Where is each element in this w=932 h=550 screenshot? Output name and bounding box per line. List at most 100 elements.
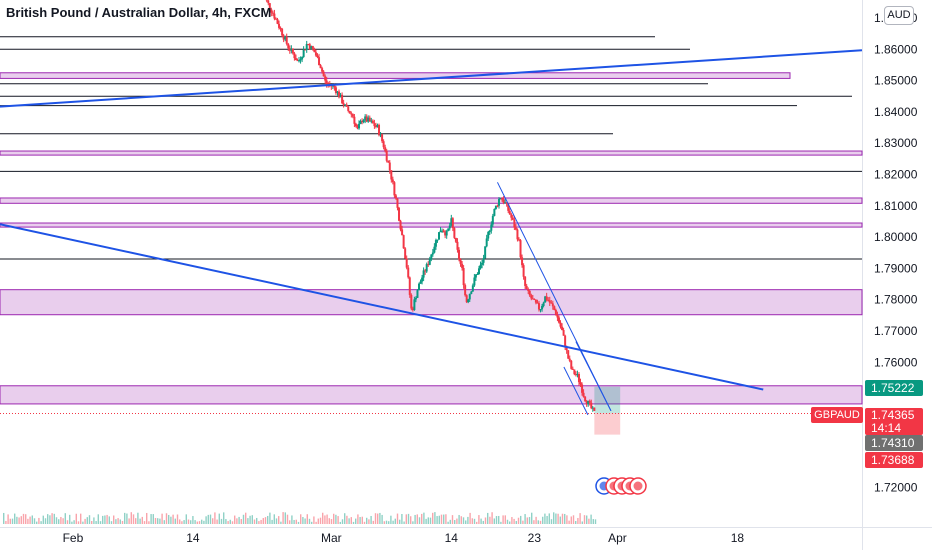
candle[interactable] xyxy=(313,49,316,53)
candle[interactable] xyxy=(405,258,408,268)
candle[interactable] xyxy=(484,246,487,259)
candle[interactable] xyxy=(341,94,344,104)
candle[interactable] xyxy=(562,330,565,336)
candle[interactable] xyxy=(588,400,591,403)
candle[interactable] xyxy=(462,268,465,286)
candle[interactable] xyxy=(394,195,397,199)
trendline[interactable] xyxy=(0,223,764,391)
candle[interactable] xyxy=(425,264,428,272)
candle[interactable] xyxy=(344,104,347,106)
candle[interactable] xyxy=(505,202,508,204)
trendline[interactable] xyxy=(563,366,589,416)
candle[interactable] xyxy=(544,296,547,303)
candle[interactable] xyxy=(470,291,473,294)
candle[interactable] xyxy=(373,123,376,127)
candle[interactable] xyxy=(293,53,296,59)
candle[interactable] xyxy=(474,274,477,278)
candle[interactable] xyxy=(290,48,293,51)
candle[interactable] xyxy=(390,170,393,180)
candle[interactable] xyxy=(539,309,542,311)
candle[interactable] xyxy=(370,120,373,122)
candle[interactable] xyxy=(528,290,531,296)
candle[interactable] xyxy=(411,308,414,311)
currency-button[interactable]: AUD xyxy=(884,6,914,25)
candle[interactable] xyxy=(473,277,476,286)
candle[interactable] xyxy=(451,218,454,229)
candle[interactable] xyxy=(439,230,442,233)
candle[interactable] xyxy=(447,228,450,231)
candle[interactable] xyxy=(268,3,271,10)
candle[interactable] xyxy=(553,306,556,310)
candle[interactable] xyxy=(525,285,528,289)
support-resistance-zone[interactable] xyxy=(0,289,863,316)
candle[interactable] xyxy=(399,220,402,230)
candle[interactable] xyxy=(324,76,327,81)
candle[interactable] xyxy=(284,36,287,40)
candle[interactable] xyxy=(353,116,356,124)
candle[interactable] xyxy=(351,114,354,117)
candle[interactable] xyxy=(371,120,374,124)
candle[interactable] xyxy=(342,103,345,106)
candle[interactable] xyxy=(345,104,348,107)
candle[interactable] xyxy=(504,202,507,204)
candle[interactable] xyxy=(404,248,407,259)
candle[interactable] xyxy=(490,224,493,231)
candle[interactable] xyxy=(388,162,391,171)
candle[interactable] xyxy=(416,290,419,298)
candle[interactable] xyxy=(273,13,276,19)
candle[interactable] xyxy=(454,237,457,242)
candle[interactable] xyxy=(427,264,430,266)
candle[interactable] xyxy=(444,232,447,236)
candle[interactable] xyxy=(510,214,513,218)
candle[interactable] xyxy=(534,299,537,303)
candle[interactable] xyxy=(559,322,562,327)
candle[interactable] xyxy=(316,55,319,58)
candle[interactable] xyxy=(302,49,305,57)
candle[interactable] xyxy=(501,198,504,200)
candle[interactable] xyxy=(442,230,445,233)
candle[interactable] xyxy=(545,296,548,300)
candle[interactable] xyxy=(585,401,588,405)
candle[interactable] xyxy=(479,264,482,269)
candle[interactable] xyxy=(278,23,281,28)
candle[interactable] xyxy=(413,299,416,311)
candle[interactable] xyxy=(576,373,579,375)
candle[interactable] xyxy=(561,326,564,331)
candle[interactable] xyxy=(496,205,499,207)
candle[interactable] xyxy=(476,274,479,276)
candle[interactable] xyxy=(422,270,425,278)
candle[interactable] xyxy=(514,227,517,230)
candle[interactable] xyxy=(519,240,522,258)
candle[interactable] xyxy=(590,402,593,409)
candle[interactable] xyxy=(456,241,459,250)
candle[interactable] xyxy=(407,267,410,278)
candle[interactable] xyxy=(354,123,357,127)
candle[interactable] xyxy=(365,116,368,122)
candle[interactable] xyxy=(333,85,336,88)
trendline[interactable] xyxy=(575,341,612,412)
candle[interactable] xyxy=(482,258,485,263)
candle[interactable] xyxy=(453,228,456,238)
candle[interactable] xyxy=(428,259,431,265)
candle[interactable] xyxy=(361,120,364,123)
candle[interactable] xyxy=(299,59,302,61)
candle[interactable] xyxy=(487,232,490,239)
candle[interactable] xyxy=(274,18,277,20)
candle[interactable] xyxy=(441,230,444,232)
position-stop-zone[interactable] xyxy=(594,413,621,435)
candle[interactable] xyxy=(530,295,533,299)
candle[interactable] xyxy=(571,368,574,370)
candle[interactable] xyxy=(537,303,540,310)
candle[interactable] xyxy=(381,134,384,142)
candle[interactable] xyxy=(577,373,580,383)
candle[interactable] xyxy=(477,268,480,275)
candle[interactable] xyxy=(467,299,470,303)
candle[interactable] xyxy=(533,298,536,300)
candle[interactable] xyxy=(348,110,351,114)
candle[interactable] xyxy=(418,283,421,291)
candle[interactable] xyxy=(325,80,328,85)
candle[interactable] xyxy=(362,120,365,123)
candle[interactable] xyxy=(307,44,310,46)
candle[interactable] xyxy=(584,396,587,402)
candle[interactable] xyxy=(557,317,560,323)
